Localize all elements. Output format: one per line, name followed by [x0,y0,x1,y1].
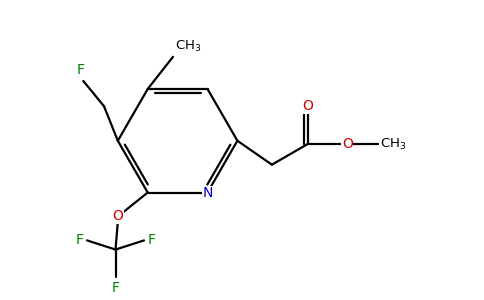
Text: F: F [76,233,83,248]
Text: F: F [148,233,156,248]
Text: F: F [77,63,85,77]
Text: CH$_3$: CH$_3$ [380,136,407,152]
Text: O: O [342,137,353,151]
Text: O: O [112,209,123,224]
Text: O: O [302,99,313,113]
Text: CH$_3$: CH$_3$ [175,38,202,54]
Text: F: F [111,281,120,295]
Text: N: N [202,187,212,200]
